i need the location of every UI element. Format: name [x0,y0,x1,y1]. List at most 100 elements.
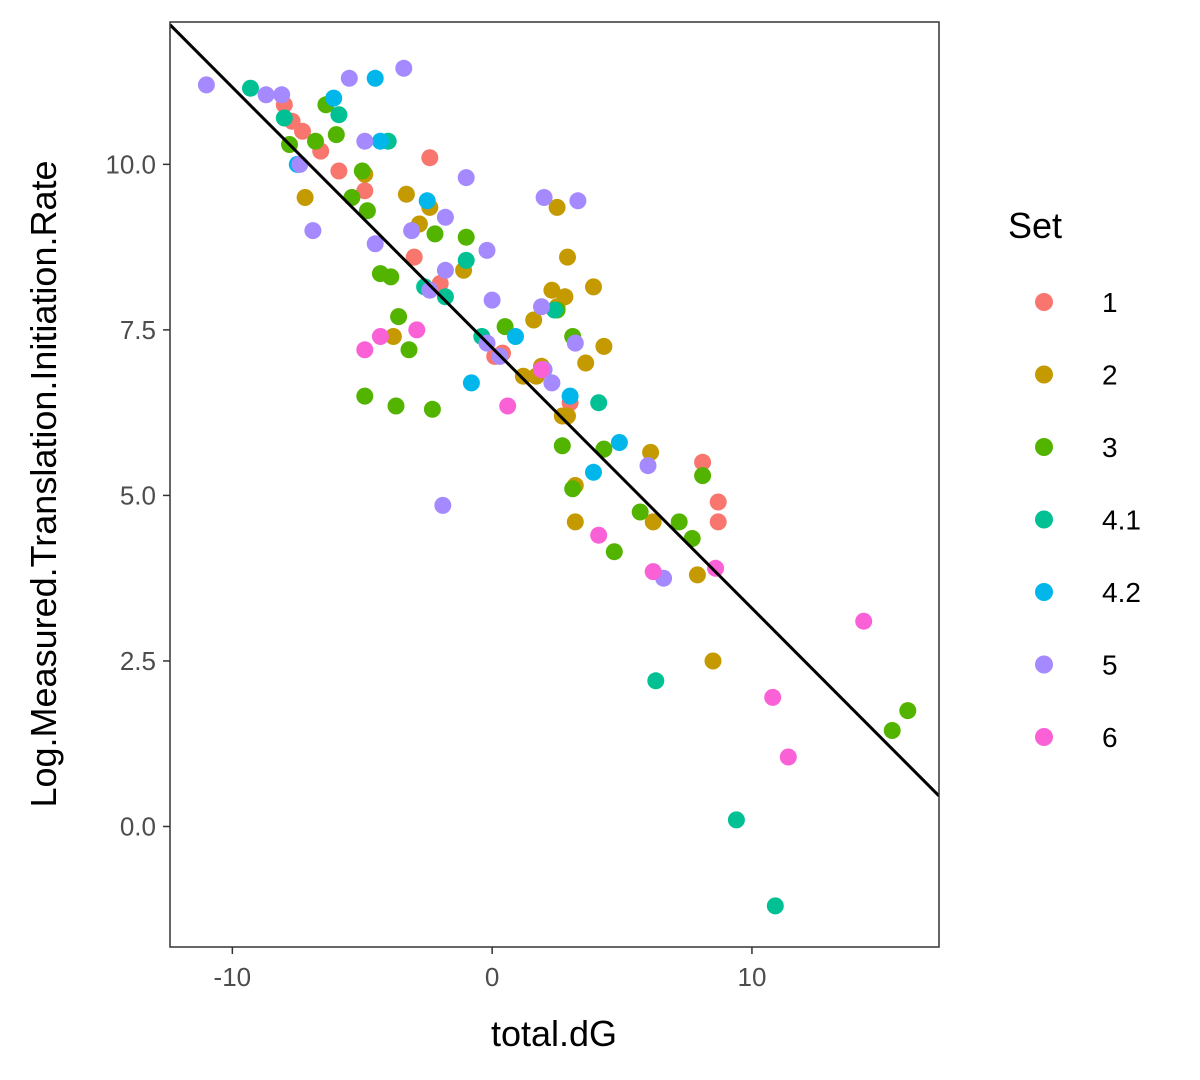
regression-line-layer [170,23,939,797]
point-set-5-0 [197,76,215,94]
y-tick-label-2: 5.0 [120,480,156,510]
legend-key-1 [1035,293,1053,311]
point-set-2-24 [704,652,722,670]
point-set-3-24 [670,513,688,531]
point-set-5-19 [566,334,584,352]
point-set-4-2-6 [507,328,524,345]
point-set-3-19 [564,480,582,498]
point-set-3-1 [327,126,345,144]
point-set-5-9 [403,222,421,240]
y-tick-label-1: 2.5 [120,646,156,676]
point-set-1-7 [405,248,423,266]
point-set-4-1-12 [766,897,784,915]
point-set-2-21 [642,443,660,461]
point-set-4-2-5 [462,374,480,392]
y-tick-label-3: 7.5 [120,315,156,345]
point-set-3-15 [423,400,441,418]
point-set-6-10 [855,612,873,630]
point-set-6-9 [779,748,797,766]
point-set-3-10 [382,268,400,286]
point-set-4-2-7 [561,387,579,405]
point-set-5-6 [291,155,309,173]
point-set-4-2-4 [418,192,436,210]
point-set-4-2-2 [371,132,389,150]
x-tick-label-1: 0 [485,962,499,992]
point-set-5-12 [478,241,496,259]
point-set-3-8 [457,228,475,246]
point-set-3-23 [631,503,649,521]
point-set-3-27 [883,722,901,739]
point-set-6-3 [499,397,517,415]
regression-line [170,23,939,797]
point-set-5-24 [639,457,657,475]
point-set-4-1-6 [457,251,475,269]
legend-key-2 [1035,365,1053,384]
point-set-6-7 [707,559,725,577]
legend-key-3 [1035,438,1053,456]
point-set-2-22 [644,513,662,531]
legend: Set 1 2 3 4.1 4.2 5 6 [1008,205,1141,753]
point-set-5-26 [434,496,452,514]
point-set-3-28 [899,702,917,720]
point-set-2-13 [595,337,613,355]
legend-key-4-2 [1035,583,1053,601]
point-set-1-2 [294,122,311,140]
point-set-5-1 [257,86,275,104]
point-set-3-13 [356,387,374,405]
legend-label-1: 1 [1102,287,1118,318]
point-set-5-17 [483,291,501,309]
point-set-5-2 [273,86,291,104]
point-set-4-1-1 [275,109,293,127]
y-tick-label-4: 10.0 [105,149,156,179]
legend-label-5: 5 [1102,650,1118,681]
point-set-1-11 [709,513,727,531]
point-set-3-22 [605,543,623,561]
point-set-6-8 [764,688,782,706]
point-set-5-3 [340,69,358,87]
legend-label-4-1: 4.1 [1102,505,1141,536]
point-set-3-3 [307,132,324,150]
point-set-5-23 [543,374,561,392]
point-set-5-16 [436,261,454,279]
point-set-4-2-8 [610,434,628,451]
point-set-1-4 [330,162,348,180]
point-set-6-4 [533,361,550,379]
y-axis-title: Log.Measured.Translation.Initiation.Rate [23,160,64,807]
point-set-5-5 [356,132,374,150]
y-tick-label-0: 0.0 [120,811,156,841]
y-axis: 0.0 2.5 5.0 7.5 10.0 [105,149,170,841]
point-set-3-21 [595,440,613,458]
legend-key-5 [1035,655,1053,674]
x-tick-label-0: -10 [214,962,252,992]
point-set-4-2-0 [325,89,343,107]
point-set-4-1-10 [647,672,665,690]
point-set-3-6 [358,202,376,220]
point-set-5-10 [436,208,454,226]
legend-label-2: 2 [1102,360,1118,391]
point-set-3-14 [387,397,405,415]
point-set-5-13 [535,189,553,206]
point-set-2-2 [397,185,415,203]
x-tick-label-2: 10 [737,962,766,992]
legend-label-4-2: 4.2 [1102,577,1141,608]
point-set-5-8 [366,235,384,253]
point-set-2-15 [514,367,532,385]
plot-panel-border [169,21,940,948]
point-set-3-20 [553,437,571,455]
point-set-3-5 [353,162,371,180]
legend-label-6: 6 [1102,722,1118,753]
point-set-2-12 [585,278,602,296]
point-set-6-6 [644,563,662,581]
point-set-6-0 [371,328,389,345]
point-set-3-7 [426,225,444,243]
point-set-1-9 [694,453,712,471]
point-set-5-11 [457,169,475,187]
point-set-5-7 [304,222,322,240]
point-set-4-1-0 [242,79,259,97]
point-set-2-7 [525,311,543,329]
point-set-2-0 [296,189,314,206]
point-set-6-2 [408,321,426,339]
point-set-3-26 [694,467,712,485]
point-set-6-1 [356,341,374,359]
